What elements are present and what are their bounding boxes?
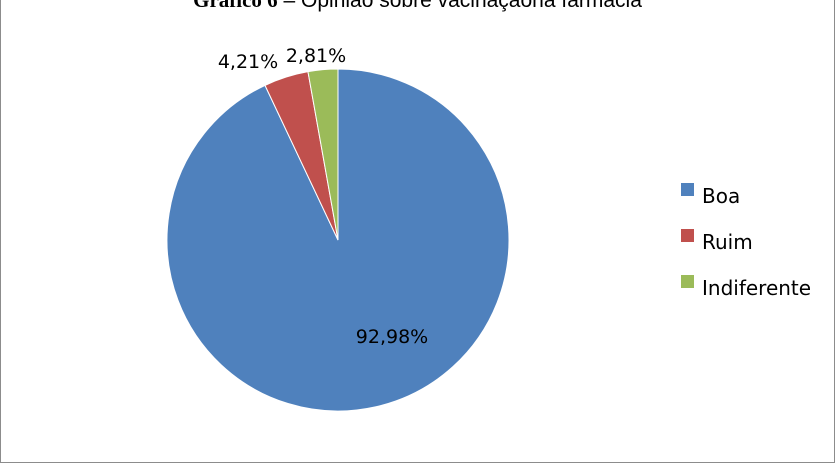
data-label-indiferente: 2,81% — [286, 45, 346, 67]
legend-swatch-ruim — [681, 229, 694, 242]
chart-title: Gráfico 6 – Opinião sobre vacinaçãona fa… — [193, 0, 642, 12]
pie-slice-boa — [166, 68, 510, 412]
legend-label-indiferente: Indiferente — [702, 276, 811, 300]
pie-slice-indiferente — [307, 68, 339, 241]
legend: Boa Ruim Indiferente — [681, 183, 811, 300]
legend-swatch-indiferente — [681, 275, 694, 288]
legend-label-ruim: Ruim — [702, 230, 753, 254]
data-label-boa: 92,98% — [356, 326, 428, 348]
legend-swatch-boa — [681, 183, 694, 196]
legend-label-boa: Boa — [702, 184, 740, 208]
data-label-ruim: 4,21% — [218, 51, 278, 73]
